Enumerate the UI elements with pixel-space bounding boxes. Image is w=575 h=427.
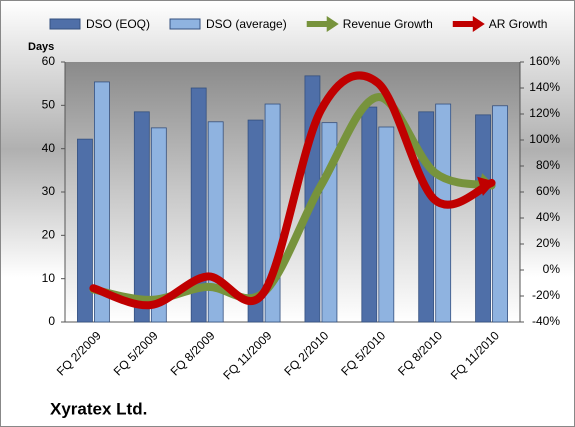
y2-tick-label: 40% [536,210,560,224]
legend-item: DSO (average) [169,17,287,31]
bar [418,111,435,323]
bar [94,81,110,323]
legend-item: AR Growth [452,16,548,32]
bar [77,138,93,323]
legend-item: Revenue Growth [306,16,433,32]
bar [190,87,207,323]
bar [207,121,224,323]
y2-tick-label: 0% [543,262,561,276]
y-tick-label: 40 [42,141,56,155]
chart-title: Xyratex Ltd. [50,399,147,418]
y2-tick-label: 140% [529,80,560,94]
y-axis-label: Days [28,41,54,53]
bar [150,127,167,323]
y-tick-label: 20 [42,228,56,242]
y-tick-label: 10 [42,271,56,285]
bar [378,126,395,323]
y2-tick-label: -20% [532,288,560,302]
y2-tick-label: 20% [536,236,560,250]
legend-label: AR Growth [489,17,548,31]
legend-swatch [49,18,81,30]
arrow-head [477,176,496,196]
line [89,71,496,310]
bar [133,111,150,323]
bar [435,103,452,323]
y-tick-label: 0 [48,314,55,328]
bar [475,114,491,323]
legend-item: DSO (EOQ) [49,17,150,31]
legend-swatch [326,16,339,32]
bar [361,106,378,323]
y2-tick-label: 120% [529,106,560,120]
y2-tick-label: 160% [529,54,560,68]
legend-label: DSO (EOQ) [86,17,150,31]
legend-label: DSO (average) [206,17,287,31]
legend-swatch [169,18,201,30]
y2-tick-label: -40% [532,314,560,328]
y2-tick-label: 100% [529,132,560,146]
legend-swatch [472,16,485,32]
y-tick-label: 50 [42,98,56,112]
bar [247,119,264,323]
y-tick-label: 60 [42,54,56,68]
y2-tick-label: 60% [536,184,560,198]
bar [492,105,508,323]
y2-tick-label: 80% [536,158,560,172]
legend-label: Revenue Growth [343,17,433,31]
y-tick-label: 30 [42,184,56,198]
